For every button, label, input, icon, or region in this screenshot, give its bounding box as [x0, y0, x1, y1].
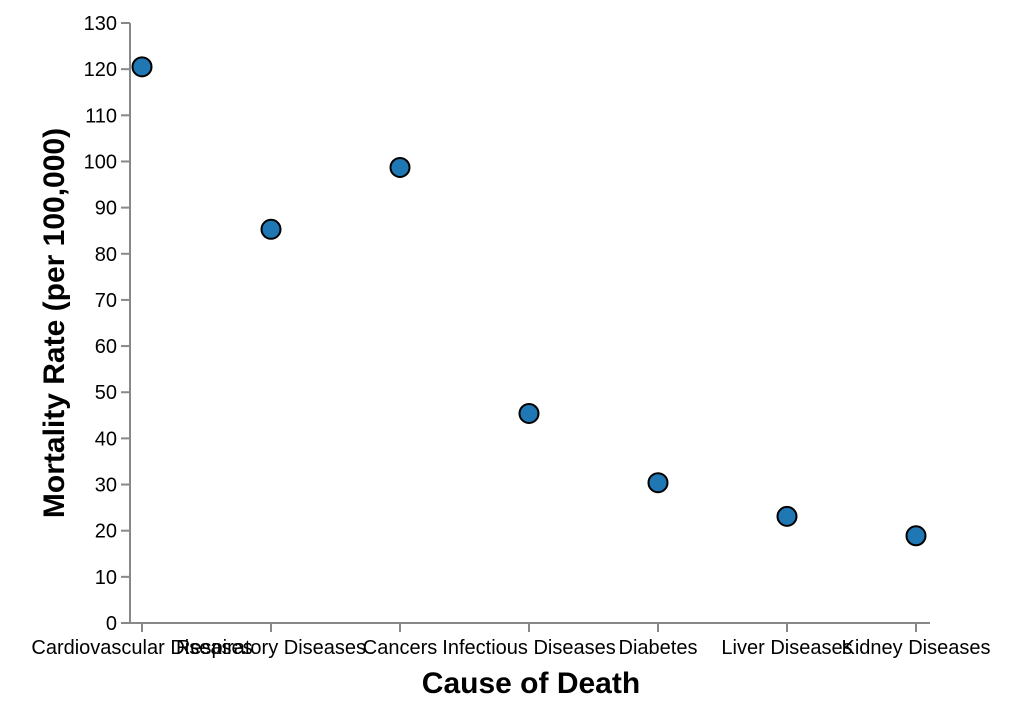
data-point [260, 218, 282, 240]
y-tick-label: 100 [84, 151, 117, 173]
data-point [131, 56, 153, 78]
data-point [647, 472, 669, 494]
y-tick-label: 0 [106, 613, 117, 635]
x-tick-label: Infectious Diseases [442, 637, 615, 659]
x-tick-label: Diabetes [619, 637, 698, 659]
x-tick-label: Respiratory Diseases [176, 637, 366, 659]
y-tick-label: 30 [95, 475, 117, 497]
x-axis-title: Cause of Death [422, 667, 640, 700]
y-tick-label: 110 [85, 105, 117, 127]
data-point [905, 525, 927, 547]
y-tick-label: 60 [95, 336, 117, 358]
data-point [389, 156, 411, 178]
y-tick-label: 90 [95, 198, 117, 220]
y-axis-title: Mortality Rate (per 100,000) [38, 128, 71, 518]
y-tick-label: 20 [95, 521, 117, 543]
x-tick-label: Kidney Diseases [842, 637, 991, 659]
y-tick-label: 50 [95, 382, 117, 404]
data-points [131, 56, 927, 547]
y-tick-label: 120 [84, 59, 117, 81]
x-tick-label: Cardiovascular Diseases [31, 637, 252, 659]
x-tick-label: Cancers [363, 637, 437, 659]
y-tick-label: 130 [84, 13, 117, 35]
y-tick-label: 10 [95, 567, 117, 589]
y-tick-label: 80 [95, 244, 117, 266]
y-tick-label: 40 [95, 428, 117, 450]
x-tick-label: Liver Diseases [721, 637, 852, 659]
data-point [518, 402, 540, 424]
y-tick-label: 70 [95, 290, 117, 312]
y-axis: 0 10 20 30 40 50 60 70 80 90 100 110 120 130 [84, 13, 131, 635]
data-point [776, 505, 798, 527]
